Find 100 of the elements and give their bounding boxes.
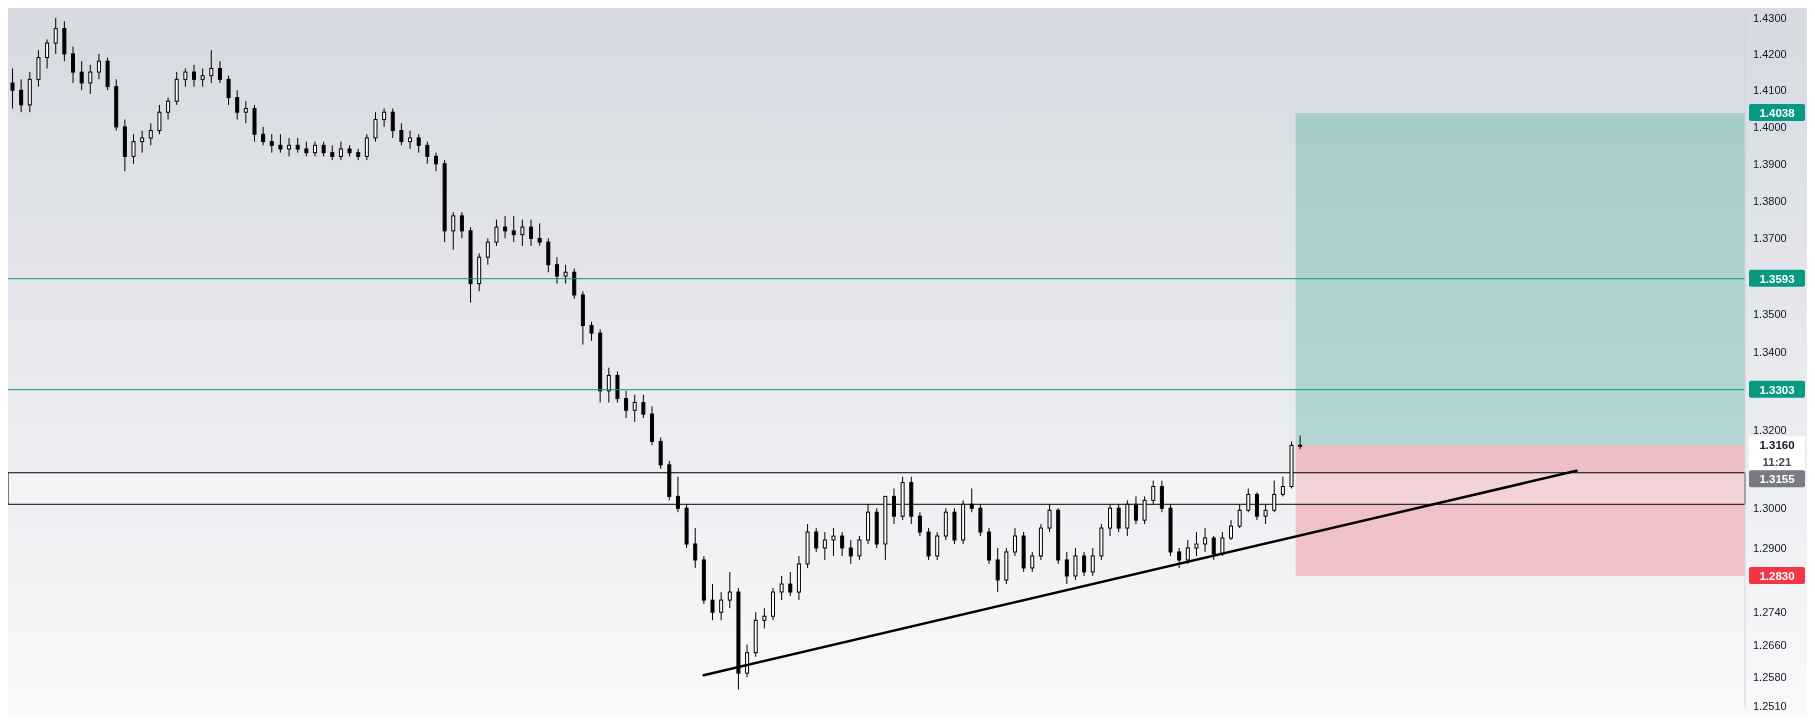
candlestick <box>572 268 577 300</box>
candlestick <box>1194 531 1199 557</box>
y-tick-label: 1.4200 <box>1753 47 1787 60</box>
ref-line-label: 1.3593 <box>1759 272 1795 285</box>
candlestick <box>917 511 922 537</box>
y-tick-label: 1.3000 <box>1753 502 1787 515</box>
candlestick <box>96 53 101 80</box>
candlestick <box>157 104 162 135</box>
candlestick <box>1220 531 1225 557</box>
candlestick <box>19 78 24 113</box>
candlestick <box>209 49 214 84</box>
candlestick <box>1073 547 1078 581</box>
candlestick <box>287 137 292 157</box>
candlestick <box>485 237 490 266</box>
candlestick <box>615 371 620 403</box>
candlestick <box>1108 503 1113 537</box>
candlestick <box>1047 503 1052 533</box>
y-tick-label: 1.3400 <box>1753 346 1787 359</box>
y-tick-label: 1.4100 <box>1753 84 1787 97</box>
y-tick-label: 1.3200 <box>1753 423 1787 436</box>
candlestick <box>1263 503 1268 525</box>
band-label: 1.2830 <box>1759 569 1795 582</box>
y-tick-label: 1.2900 <box>1753 541 1787 554</box>
candlestick <box>79 60 84 91</box>
candlestick <box>269 133 274 154</box>
y-tick-label: 1.4300 <box>1753 11 1787 24</box>
candlestick <box>1185 539 1190 565</box>
y-tick-label: 1.2580 <box>1753 671 1787 684</box>
candlestick <box>217 60 222 84</box>
candlestick <box>1203 527 1208 553</box>
ref-line-label: 1.3303 <box>1759 383 1795 396</box>
candlestick <box>45 38 50 69</box>
y-tick-label: 1.2660 <box>1753 638 1787 651</box>
candlestick <box>546 237 551 273</box>
candlestick <box>53 17 58 55</box>
candlestick <box>1082 551 1087 577</box>
candlestick <box>192 64 196 88</box>
candlestick <box>166 97 171 121</box>
candlestick <box>520 219 525 247</box>
candlestick <box>822 531 827 561</box>
y-tick-label: 1.2510 <box>1753 699 1787 712</box>
candlestick <box>1151 480 1156 505</box>
candlestick <box>1125 499 1130 537</box>
candlestick <box>857 535 862 561</box>
candlestick <box>382 108 387 128</box>
candlestick <box>1229 519 1234 541</box>
candlestick <box>88 64 93 95</box>
candlestick <box>243 100 248 124</box>
candlestick <box>503 215 508 239</box>
candlestick <box>459 211 464 239</box>
candlestick <box>641 394 646 419</box>
candlestick <box>1116 503 1121 533</box>
candlestick <box>1012 527 1017 557</box>
candlestick <box>140 130 145 154</box>
candlestick <box>1211 535 1216 561</box>
candlestick <box>235 89 240 121</box>
candlestick <box>831 527 836 557</box>
candlestick <box>1133 495 1138 525</box>
candlestick <box>891 487 896 525</box>
candlestick <box>1246 487 1251 513</box>
candlestick <box>174 71 179 106</box>
candlestick <box>978 503 983 537</box>
candlestick <box>563 264 568 285</box>
candlestick <box>10 67 15 110</box>
y-tick-label: 1.3700 <box>1753 232 1787 245</box>
candlestick <box>606 367 611 403</box>
candlestick <box>226 75 231 106</box>
candlestick <box>364 133 369 161</box>
y-tick-label: 1.2740 <box>1753 606 1787 619</box>
candlestick <box>788 571 793 597</box>
candlestick <box>399 122 404 146</box>
candlestick <box>390 108 395 139</box>
y-tick-label: 1.3800 <box>1753 194 1787 207</box>
candlestick <box>658 436 663 470</box>
y-tick-label: 1.3500 <box>1753 307 1787 320</box>
candlestick <box>494 219 499 247</box>
candlestick <box>511 215 516 243</box>
y-tick-label: 1.3900 <box>1753 157 1787 170</box>
candlestick <box>408 130 413 150</box>
candlestick <box>338 141 343 161</box>
candlestick <box>1030 551 1035 573</box>
candlestick <box>762 607 767 629</box>
candlestick <box>848 539 853 565</box>
candlestick <box>727 571 732 609</box>
candlestick <box>1280 476 1285 497</box>
candlestick <box>1254 491 1259 521</box>
y-tick-label: 1.4000 <box>1753 120 1787 133</box>
candlestick <box>693 527 698 569</box>
candlestick <box>537 222 542 247</box>
candlestick <box>624 390 629 419</box>
candlestick <box>416 133 421 154</box>
text: 1.3160 <box>1759 439 1795 452</box>
candlestick <box>148 122 153 146</box>
candlestick <box>131 133 136 165</box>
candlestick <box>1142 495 1147 525</box>
candlestick <box>1177 547 1182 569</box>
candlestick <box>36 49 41 88</box>
candlestick <box>183 67 188 88</box>
candlestick <box>1159 480 1164 513</box>
text: 1.3155 <box>1759 473 1796 486</box>
